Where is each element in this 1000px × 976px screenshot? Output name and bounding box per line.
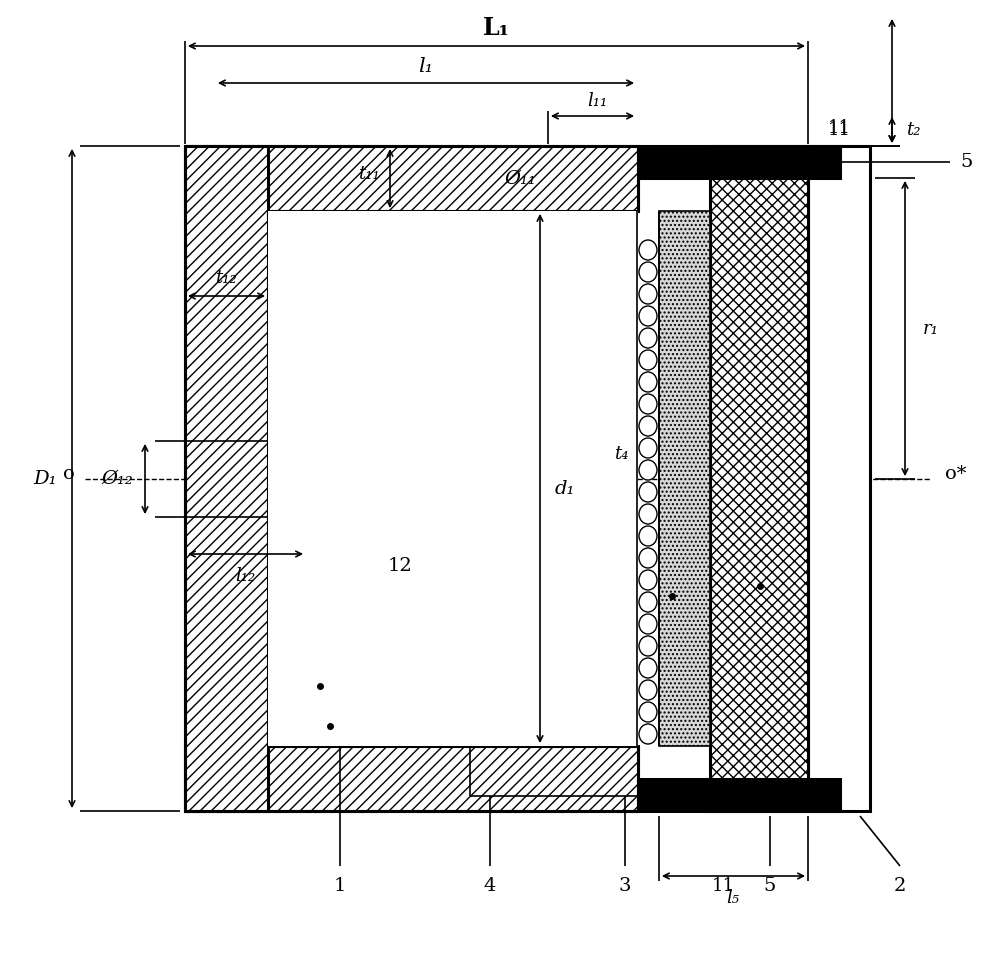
Bar bbox=[808, 146, 870, 811]
Ellipse shape bbox=[639, 724, 657, 744]
Ellipse shape bbox=[639, 548, 657, 568]
Ellipse shape bbox=[639, 680, 657, 700]
Ellipse shape bbox=[639, 702, 657, 722]
Ellipse shape bbox=[639, 372, 657, 392]
Text: 3: 3 bbox=[619, 877, 631, 895]
Bar bbox=[185, 146, 268, 811]
Ellipse shape bbox=[639, 438, 657, 458]
Ellipse shape bbox=[639, 262, 657, 282]
Text: 5: 5 bbox=[960, 153, 972, 171]
Bar bbox=[268, 211, 638, 746]
Text: t₄: t₄ bbox=[614, 445, 629, 463]
Bar bbox=[659, 211, 710, 746]
Bar bbox=[638, 779, 840, 811]
Bar bbox=[185, 146, 638, 211]
Text: L₁: L₁ bbox=[482, 16, 510, 40]
Bar bbox=[638, 146, 840, 178]
Text: 11: 11 bbox=[828, 119, 850, 137]
Ellipse shape bbox=[639, 240, 657, 260]
Ellipse shape bbox=[639, 592, 657, 612]
Text: l₁: l₁ bbox=[418, 58, 434, 76]
Text: r₁: r₁ bbox=[923, 320, 939, 338]
Text: 2: 2 bbox=[894, 877, 906, 895]
Text: 1: 1 bbox=[334, 877, 346, 895]
Text: l₅: l₅ bbox=[726, 889, 740, 907]
Text: 11: 11 bbox=[712, 877, 734, 895]
Text: t₁₁: t₁₁ bbox=[358, 165, 380, 183]
Text: D₁: D₁ bbox=[34, 470, 57, 488]
Text: Ø₁₂: Ø₁₂ bbox=[101, 470, 133, 488]
Ellipse shape bbox=[639, 570, 657, 590]
Ellipse shape bbox=[639, 526, 657, 546]
Ellipse shape bbox=[639, 328, 657, 348]
Ellipse shape bbox=[639, 306, 657, 326]
Ellipse shape bbox=[639, 482, 657, 502]
Ellipse shape bbox=[639, 658, 657, 678]
Text: t₂: t₂ bbox=[906, 121, 920, 139]
Ellipse shape bbox=[639, 636, 657, 656]
Text: 11: 11 bbox=[828, 121, 850, 139]
Text: 5: 5 bbox=[764, 877, 776, 895]
Text: Ø₁₁: Ø₁₁ bbox=[504, 170, 536, 188]
Ellipse shape bbox=[639, 284, 657, 304]
Text: d₁: d₁ bbox=[555, 480, 575, 498]
Text: l₁₂: l₁₂ bbox=[235, 567, 255, 585]
Ellipse shape bbox=[639, 504, 657, 524]
Bar bbox=[710, 146, 808, 811]
Text: 4: 4 bbox=[484, 877, 496, 895]
Text: t₃: t₃ bbox=[677, 445, 691, 463]
Text: t₁₂: t₁₂ bbox=[215, 269, 237, 287]
Ellipse shape bbox=[639, 350, 657, 370]
Text: l₁₁: l₁₁ bbox=[587, 92, 607, 110]
Ellipse shape bbox=[639, 614, 657, 634]
Bar bbox=[185, 746, 638, 811]
Ellipse shape bbox=[639, 460, 657, 480]
Ellipse shape bbox=[639, 394, 657, 414]
Text: o: o bbox=[63, 465, 75, 483]
Text: 12: 12 bbox=[388, 557, 412, 575]
Ellipse shape bbox=[639, 416, 657, 436]
Text: o*: o* bbox=[945, 465, 966, 483]
